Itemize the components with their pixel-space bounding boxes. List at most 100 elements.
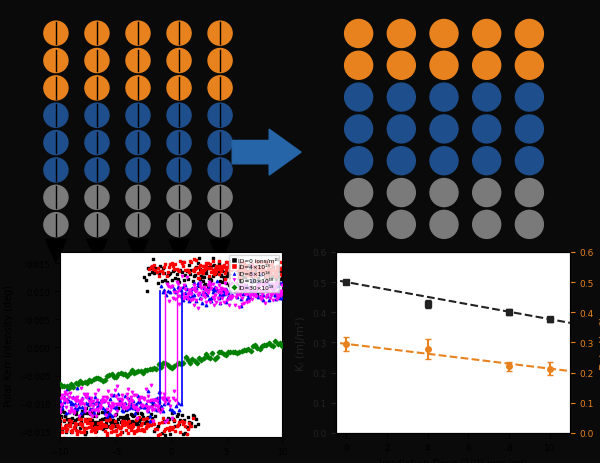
Point xyxy=(270,272,280,279)
Circle shape xyxy=(515,52,544,80)
Point xyxy=(259,289,268,296)
Point xyxy=(224,294,233,302)
Point xyxy=(133,422,143,429)
Point xyxy=(85,420,95,427)
Circle shape xyxy=(44,104,68,128)
Point xyxy=(105,424,115,431)
Point xyxy=(188,286,197,293)
Point xyxy=(232,271,241,279)
Point xyxy=(236,283,246,290)
Point xyxy=(238,295,247,302)
Point xyxy=(172,278,181,286)
Point xyxy=(178,296,188,304)
Point xyxy=(245,264,254,272)
Point xyxy=(85,401,95,409)
Point xyxy=(75,419,85,427)
Point xyxy=(262,291,272,299)
Point xyxy=(141,423,151,431)
Point xyxy=(270,282,280,290)
Point xyxy=(81,424,91,432)
Point xyxy=(202,263,211,270)
Point xyxy=(173,399,182,407)
Point xyxy=(119,403,129,410)
Point xyxy=(96,397,106,405)
Point xyxy=(276,259,286,266)
Point xyxy=(272,289,281,297)
Point xyxy=(211,264,221,272)
Circle shape xyxy=(208,131,232,155)
Point xyxy=(142,420,152,428)
Point xyxy=(58,400,67,408)
Point xyxy=(154,419,164,427)
Point xyxy=(265,269,274,276)
Circle shape xyxy=(430,179,458,207)
Point xyxy=(176,360,186,368)
Point xyxy=(212,354,222,361)
Point xyxy=(167,407,177,414)
Circle shape xyxy=(126,77,150,100)
Point xyxy=(172,412,181,419)
Point xyxy=(101,419,110,427)
Point xyxy=(169,418,179,425)
Point xyxy=(160,287,169,294)
Point xyxy=(218,268,227,275)
Point xyxy=(267,267,277,275)
Point xyxy=(113,400,122,408)
Point xyxy=(190,288,200,295)
Point xyxy=(253,294,263,301)
Point xyxy=(226,268,236,275)
Point xyxy=(270,292,280,299)
Point xyxy=(241,261,251,269)
Point xyxy=(77,379,87,387)
Point xyxy=(255,267,265,275)
Point xyxy=(110,418,119,425)
Point xyxy=(106,419,116,427)
Point xyxy=(179,282,189,289)
Point xyxy=(229,283,238,291)
Point xyxy=(67,428,76,435)
Point xyxy=(163,414,173,422)
Point xyxy=(86,409,96,416)
Point xyxy=(68,429,77,436)
Point xyxy=(262,276,272,284)
Point xyxy=(199,285,208,292)
Point xyxy=(206,277,216,284)
Point xyxy=(116,424,125,431)
Point xyxy=(97,396,107,404)
Point xyxy=(253,291,262,299)
Point xyxy=(277,279,287,287)
Point xyxy=(89,412,98,419)
Point xyxy=(136,404,145,411)
Point xyxy=(88,425,97,432)
Point xyxy=(248,288,258,295)
Point xyxy=(196,266,205,274)
Point xyxy=(271,337,280,344)
Point xyxy=(146,381,155,388)
Point xyxy=(262,292,272,300)
Point xyxy=(111,426,121,433)
Point xyxy=(85,415,95,423)
Point xyxy=(119,401,128,409)
Point xyxy=(133,434,143,442)
Point xyxy=(277,273,287,281)
Point xyxy=(262,258,272,266)
Point xyxy=(125,397,134,405)
Circle shape xyxy=(167,22,191,46)
Point xyxy=(215,288,225,295)
Point xyxy=(260,280,269,288)
Point xyxy=(121,412,131,419)
Point xyxy=(59,394,68,401)
Point xyxy=(147,365,157,373)
Point xyxy=(74,398,83,405)
Circle shape xyxy=(208,22,232,46)
Point xyxy=(71,420,81,427)
Point xyxy=(95,401,104,409)
Point xyxy=(230,281,239,288)
Point xyxy=(64,394,73,401)
Point xyxy=(170,296,180,303)
Point xyxy=(205,298,215,306)
Point xyxy=(136,398,145,406)
Point xyxy=(225,295,235,302)
Point xyxy=(152,424,161,432)
Point xyxy=(238,269,247,276)
